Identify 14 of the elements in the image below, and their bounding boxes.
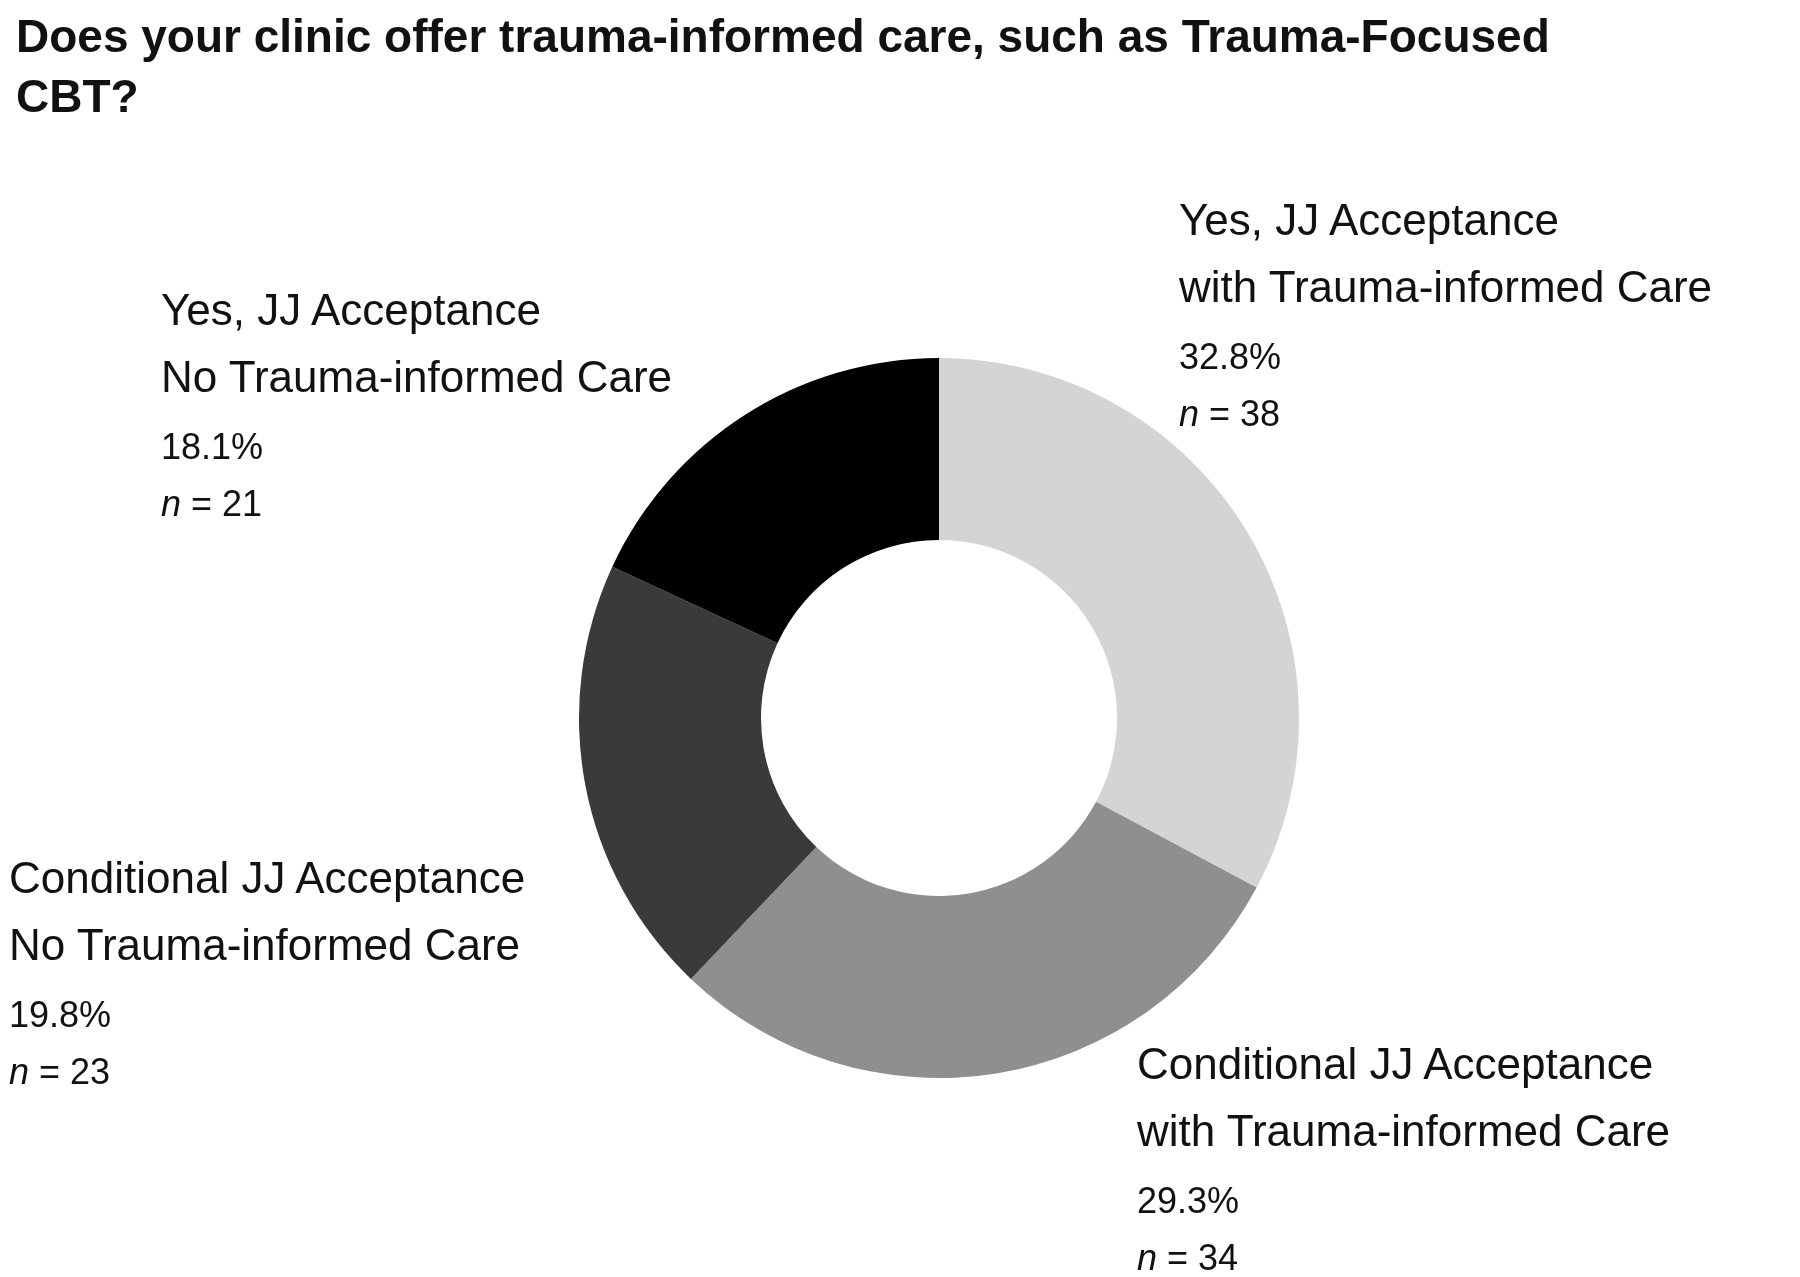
slice-label: Yes, JJ Acceptance with Trauma-informed Care xyxy=(1178,195,1713,311)
data-label: 29.3% xyxy=(1137,1180,1240,1221)
text: n = 38 xyxy=(1179,393,1281,434)
slice-label: Yes, JJ Acceptance No Trauma-informed Care xyxy=(161,285,673,401)
text: n = 21 xyxy=(161,483,263,524)
text: n = 23 xyxy=(9,1051,111,1092)
donut-slice xyxy=(579,566,817,979)
data-label: 19.8% xyxy=(9,994,112,1035)
text: n = 34 xyxy=(1137,1237,1239,1277)
slice-label: Conditional JJ Acceptance with Trauma-informed Care xyxy=(1136,1039,1671,1155)
slice-label: Conditional JJ Acceptance No Trauma-informed Care xyxy=(9,853,526,969)
data-label: 32.8% xyxy=(1179,336,1282,377)
data-label: 18.1% xyxy=(161,426,264,467)
chart-title: Does your clinic offer trauma-informed care, such as Trauma-Focused CBT? xyxy=(16,10,1550,122)
